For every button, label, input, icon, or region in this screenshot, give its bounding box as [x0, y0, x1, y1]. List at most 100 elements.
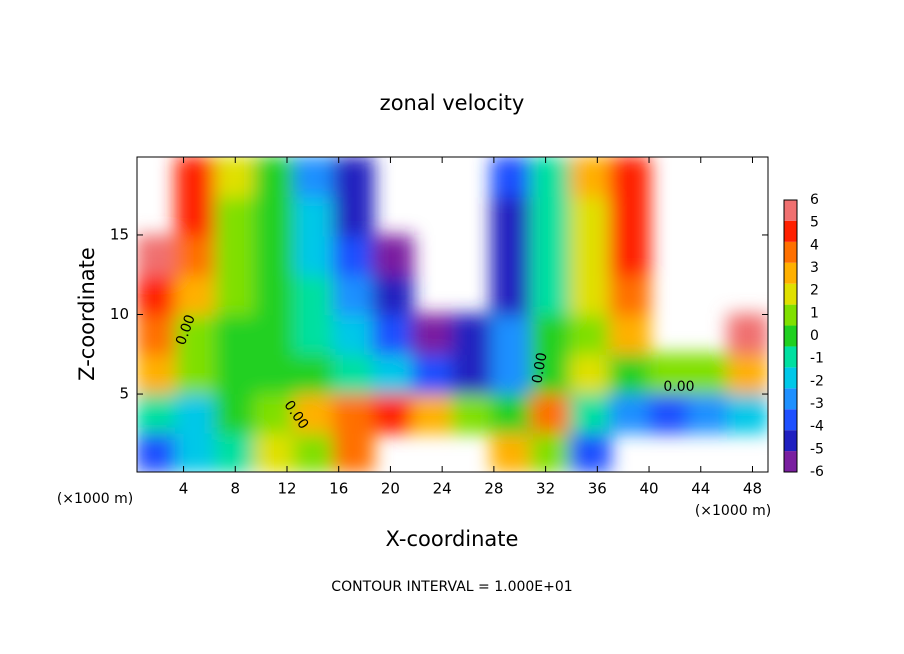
field — [137, 157, 768, 472]
colorbar-label: -4 — [810, 419, 824, 435]
cell — [490, 195, 533, 237]
colorbar-label: -2 — [810, 373, 824, 389]
colorbar-swatch — [784, 241, 797, 263]
cell — [332, 274, 375, 316]
cell — [569, 157, 611, 198]
cell — [569, 352, 611, 395]
cell — [293, 431, 335, 472]
colorbar-swatch — [784, 409, 797, 431]
cell — [293, 234, 335, 277]
cell — [253, 352, 296, 395]
colorbar-swatch — [784, 220, 797, 242]
contour-label: 0.00 — [529, 351, 550, 384]
cell — [490, 313, 533, 355]
cell — [214, 352, 256, 395]
cell — [293, 274, 335, 316]
chart-title: zonal velocity — [380, 91, 525, 115]
colorbar-label: -3 — [810, 396, 824, 412]
cell — [175, 195, 217, 237]
cell — [727, 392, 768, 434]
x-tick-label: 16 — [329, 480, 348, 498]
y-axis-label: Z-coordinate — [75, 247, 99, 381]
x-tick-label: 48 — [743, 480, 762, 498]
x-tick-label: 36 — [588, 480, 607, 498]
cell — [569, 195, 611, 237]
cell — [137, 392, 178, 434]
cell — [608, 274, 651, 316]
cell — [411, 392, 454, 434]
cell — [332, 313, 375, 355]
colorbar-swatch — [784, 262, 797, 284]
colorbar-label: 1 — [810, 305, 819, 321]
cell — [569, 234, 611, 277]
x-tick-label: 24 — [433, 480, 452, 498]
cell — [175, 274, 217, 316]
cell — [569, 431, 611, 472]
cell — [372, 352, 414, 395]
cell — [569, 392, 611, 434]
cell — [293, 313, 335, 355]
cell — [608, 352, 651, 395]
cell — [214, 392, 256, 434]
contour-label: 0.00 — [663, 379, 694, 395]
cell — [175, 352, 217, 395]
cell — [214, 157, 256, 198]
y-tick-label: 10 — [110, 305, 129, 323]
cell — [175, 392, 217, 434]
colorbar-label: 0 — [810, 328, 819, 344]
colorbar-label: 6 — [810, 192, 819, 208]
x-unit-label: (×1000 m) — [57, 491, 133, 507]
cell — [530, 274, 572, 316]
colorbar-label: -6 — [810, 464, 824, 480]
cell — [530, 352, 572, 395]
cell — [490, 157, 533, 198]
cell — [490, 234, 533, 277]
cell — [727, 352, 768, 395]
x-tick-label: 32 — [536, 480, 555, 498]
x-tick-label: 20 — [381, 480, 400, 498]
cell — [411, 313, 454, 355]
cell — [687, 352, 730, 395]
cell — [293, 392, 335, 434]
x-tick-label: 40 — [639, 480, 658, 498]
cell — [530, 313, 572, 355]
cell — [137, 313, 178, 355]
cell — [530, 195, 572, 237]
cell — [175, 234, 217, 277]
cell — [569, 313, 611, 355]
cell — [687, 392, 730, 434]
cell — [648, 392, 690, 434]
footer: CONTOUR INTERVAL = 1.000E+01 — [331, 579, 572, 595]
cell — [332, 234, 375, 277]
cell — [490, 274, 533, 316]
cell — [175, 157, 217, 198]
cell — [293, 157, 335, 198]
cell — [175, 431, 217, 472]
colorbar-label: -5 — [810, 441, 824, 457]
cell — [137, 234, 178, 277]
cell — [530, 234, 572, 277]
cell — [608, 313, 651, 355]
cell — [253, 313, 296, 355]
cell — [253, 195, 296, 237]
cell — [490, 352, 533, 395]
x-axis-label: X-coordinate — [386, 527, 519, 551]
cell — [175, 313, 217, 355]
cell — [253, 274, 296, 316]
colorbar-label: 2 — [810, 283, 819, 299]
cell — [253, 431, 296, 472]
colorbar-swatch — [784, 451, 797, 472]
cell — [332, 195, 375, 237]
cell — [137, 274, 178, 316]
colorbar-label: -1 — [810, 351, 824, 367]
cell — [137, 431, 178, 472]
x-tick-label: 4 — [179, 480, 189, 498]
cell — [372, 234, 414, 277]
colorbar-swatch — [784, 283, 797, 305]
cell — [253, 234, 296, 277]
cell — [253, 392, 296, 434]
cell — [332, 431, 375, 472]
x-tick-label: 28 — [484, 480, 503, 498]
cell — [608, 157, 651, 198]
cell — [530, 392, 572, 434]
